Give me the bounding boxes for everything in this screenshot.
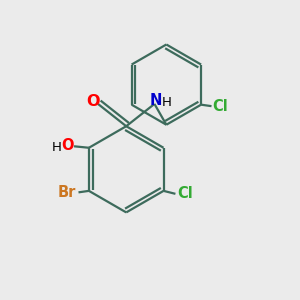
Text: H: H <box>162 96 172 109</box>
Text: O: O <box>86 94 99 109</box>
Text: O: O <box>61 138 74 153</box>
Text: Cl: Cl <box>212 99 228 114</box>
Text: H: H <box>52 141 62 154</box>
Text: Cl: Cl <box>177 186 193 201</box>
Text: N: N <box>149 93 161 108</box>
Text: Br: Br <box>57 185 76 200</box>
